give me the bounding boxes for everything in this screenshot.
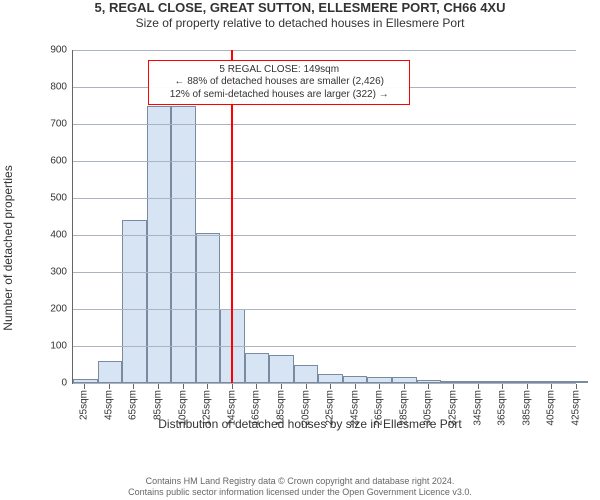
x-tick [478, 384, 479, 389]
x-tick [355, 384, 356, 389]
x-tick-label: 65sqm [128, 390, 139, 420]
y-tick-label: 300 [50, 267, 73, 278]
x-tick [207, 384, 208, 389]
x-tick [527, 384, 528, 389]
annotation-box: 5 REGAL CLOSE: 149sqm← 88% of detached h… [148, 60, 410, 106]
x-axis-label: Distribution of detached houses by size … [40, 417, 580, 431]
gridline-h [73, 235, 576, 236]
title: 5, REGAL CLOSE, GREAT SUTTON, ELLESMERE … [0, 0, 600, 16]
x-tick [379, 384, 380, 389]
x-tick [502, 384, 503, 389]
x-tick-row: 25sqm45sqm65sqm85sqm105sqm125sqm145sqm16… [72, 384, 576, 389]
x-tick [404, 384, 405, 389]
x-tick [133, 384, 134, 389]
gridline-h [73, 161, 576, 162]
plot-wrap: 01002003004005006007008009005 REGAL CLOS… [72, 50, 576, 384]
y-tick-label: 800 [50, 81, 73, 92]
bar [294, 365, 319, 383]
y-tick-label: 200 [50, 304, 73, 315]
chart-area: Number of detached properties 0100200300… [40, 50, 580, 446]
x-tick [256, 384, 257, 389]
x-tick-label: 45sqm [103, 390, 114, 420]
bar [245, 353, 270, 383]
subtitle: Size of property relative to detached ho… [0, 16, 600, 31]
gridline-h [73, 198, 576, 199]
footer-line-1: Contains HM Land Registry data © Crown c… [0, 476, 600, 487]
y-tick-label: 500 [50, 192, 73, 203]
figure: 5, REGAL CLOSE, GREAT SUTTON, ELLESMERE … [0, 0, 600, 500]
x-tick-label: 25sqm [79, 390, 90, 420]
x-tick [232, 384, 233, 389]
footer: Contains HM Land Registry data © Crown c… [0, 476, 600, 498]
x-tick [428, 384, 429, 389]
footer-line-2: Contains public sector information licen… [0, 487, 600, 498]
x-tick [576, 384, 577, 389]
bar [122, 220, 147, 383]
bar [269, 355, 294, 383]
x-tick [551, 384, 552, 389]
annotation-line: 12% of semi-detached houses are larger (… [154, 89, 404, 102]
gridline-h [73, 50, 576, 51]
gridline-h [73, 124, 576, 125]
bar [343, 376, 368, 383]
annotation-line: ← 88% of detached houses are smaller (2,… [154, 76, 404, 89]
gridline-h [73, 309, 576, 310]
bar [318, 374, 343, 383]
y-tick-label: 600 [50, 156, 73, 167]
plot: 01002003004005006007008009005 REGAL CLOS… [72, 50, 576, 384]
x-tick [84, 384, 85, 389]
x-tick [306, 384, 307, 389]
x-tick [109, 384, 110, 389]
x-tick [453, 384, 454, 389]
bar [98, 361, 123, 383]
y-tick-label: 900 [50, 45, 73, 56]
x-tick [330, 384, 331, 389]
x-tick [183, 384, 184, 389]
x-tick-label: 85sqm [153, 390, 164, 420]
y-tick-label: 400 [50, 230, 73, 241]
bar [171, 106, 196, 384]
y-tick-label: 700 [50, 118, 73, 129]
annotation-line: 5 REGAL CLOSE: 149sqm [154, 64, 404, 77]
x-tick [281, 384, 282, 389]
y-axis-label: Number of detached properties [1, 165, 15, 330]
x-tick [158, 384, 159, 389]
y-tick-label: 100 [50, 340, 73, 351]
gridline-h [73, 272, 576, 273]
gridline-h [73, 346, 576, 347]
bar [147, 106, 172, 384]
